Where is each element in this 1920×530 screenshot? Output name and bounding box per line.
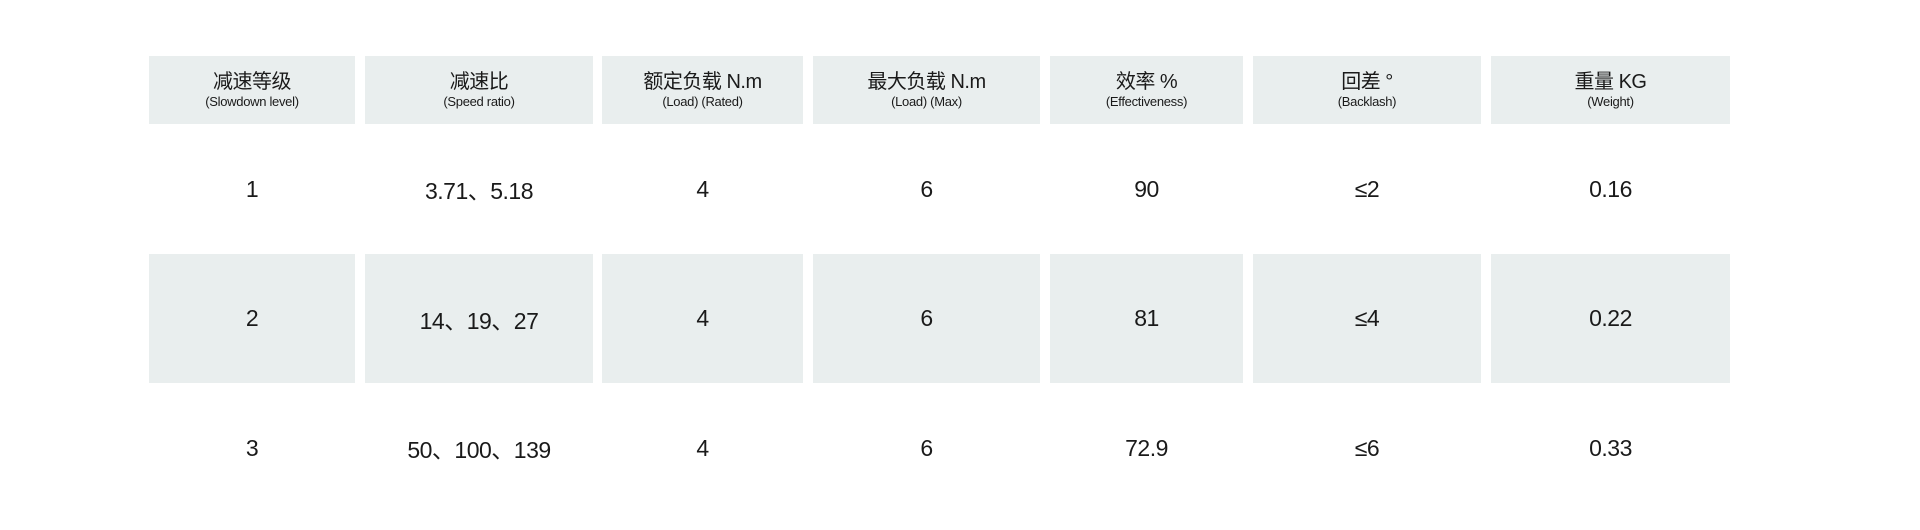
cell-value: 1 bbox=[245, 175, 259, 202]
header-subtitle: (Load) (Max) bbox=[891, 94, 962, 109]
table-cell: 0.33 bbox=[1491, 383, 1730, 513]
header-subtitle: (Effectiveness) bbox=[1105, 94, 1188, 109]
header-cell: 回差 ° (Backlash) bbox=[1253, 56, 1481, 124]
table-cell: 6 bbox=[813, 383, 1040, 513]
cell-value: 6 bbox=[920, 305, 933, 331]
cell-value: 4 bbox=[696, 434, 709, 461]
table-cell: 90 bbox=[1050, 124, 1243, 254]
header-cell: 效率 % (Effectiveness) bbox=[1050, 56, 1243, 124]
table-cell: 14、19、27 bbox=[365, 254, 593, 383]
header-subtitle: (Backlash) bbox=[1337, 94, 1397, 109]
header-subtitle: (Slowdown level) bbox=[205, 94, 299, 109]
cell-value: 4 bbox=[696, 175, 709, 202]
table-cell: 50、100、139 bbox=[365, 383, 593, 513]
cell-value: 50、100、139 bbox=[407, 437, 551, 463]
table-cell: 3.71、5.18 bbox=[365, 124, 593, 254]
cell-value: 3 bbox=[245, 434, 259, 461]
cell-value: 3.71、5.18 bbox=[424, 178, 534, 204]
table-cell: 3 bbox=[149, 383, 355, 513]
cell-value: 0.22 bbox=[1589, 305, 1632, 331]
table-cell: 4 bbox=[602, 254, 803, 383]
header-cell: 最大负载 N.m (Load) (Max) bbox=[813, 56, 1040, 124]
cell-value: ≤6 bbox=[1354, 434, 1380, 461]
cell-value: 6 bbox=[920, 434, 933, 461]
header-subtitle: (Speed ratio) bbox=[443, 94, 515, 109]
cell-value: 0.33 bbox=[1589, 434, 1632, 461]
cell-value: 6 bbox=[920, 175, 933, 202]
header-title: 回差 ° bbox=[1341, 71, 1393, 93]
cell-value: 0.16 bbox=[1589, 175, 1632, 202]
table-cell: 0.22 bbox=[1491, 254, 1730, 383]
cell-value: 2 bbox=[245, 305, 259, 331]
cell-value: ≤2 bbox=[1354, 175, 1380, 202]
header-subtitle: (Weight) bbox=[1587, 94, 1634, 109]
cell-value: 4 bbox=[696, 305, 709, 331]
header-title: 减速等级 bbox=[213, 71, 292, 93]
table-cell: 4 bbox=[602, 124, 803, 254]
table-cell: ≤6 bbox=[1253, 383, 1481, 513]
header-title: 重量 KG bbox=[1574, 71, 1647, 93]
table-cell: 81 bbox=[1050, 254, 1243, 383]
table-cell: 2 bbox=[149, 254, 355, 383]
header-title: 效率 % bbox=[1115, 71, 1178, 93]
cell-value: 90 bbox=[1134, 175, 1159, 202]
table-cell: 6 bbox=[813, 124, 1040, 254]
header-cell: 重量 KG (Weight) bbox=[1491, 56, 1730, 124]
header-subtitle: (Load) (Rated) bbox=[662, 94, 743, 109]
header-cell: 额定负载 N.m (Load) (Rated) bbox=[602, 56, 803, 124]
header-title: 最大负载 N.m bbox=[867, 71, 986, 93]
table-cell: 0.16 bbox=[1491, 124, 1730, 254]
header-title: 减速比 bbox=[449, 71, 509, 93]
table-cell: 1 bbox=[149, 124, 355, 254]
table-cell: 72.9 bbox=[1050, 383, 1243, 513]
cell-value: 81 bbox=[1134, 305, 1159, 331]
cell-value: 14、19、27 bbox=[419, 307, 539, 334]
cell-value: 72.9 bbox=[1125, 434, 1168, 461]
header-title: 额定负载 N.m bbox=[643, 71, 762, 93]
cell-value: ≤4 bbox=[1354, 305, 1380, 331]
table-cell: 4 bbox=[602, 383, 803, 513]
table-cell: ≤2 bbox=[1253, 124, 1481, 254]
table-cell: 6 bbox=[813, 254, 1040, 383]
table-cell: ≤4 bbox=[1253, 254, 1481, 383]
header-cell: 减速等级 (Slowdown level) bbox=[149, 56, 355, 124]
header-cell: 减速比 (Speed ratio) bbox=[365, 56, 593, 124]
